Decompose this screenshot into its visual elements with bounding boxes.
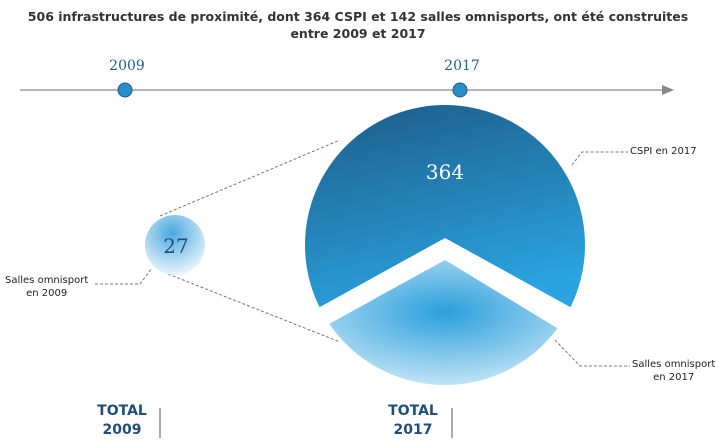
- connectors: [95, 139, 630, 367]
- cspi-segment: [305, 105, 585, 318]
- cspi-label: CSPI en 2017: [630, 145, 697, 158]
- timeline-arrow: [662, 85, 674, 95]
- salles-segment: [305, 260, 585, 385]
- year-label: 2017: [444, 58, 480, 74]
- text-line: TOTAL: [388, 403, 438, 419]
- text-line: en 2009: [26, 288, 68, 299]
- timeline-dot: [452, 82, 468, 98]
- small-label: Salles omnisport en 2009: [5, 274, 88, 300]
- small-value: 27: [163, 234, 189, 258]
- text-line: 2009: [102, 422, 142, 438]
- total-label: TOTAL 2009: [82, 402, 162, 440]
- text-line: en 2017: [653, 372, 695, 383]
- text-line: CSPI en 2017: [630, 146, 697, 157]
- large-value: 364: [425, 160, 465, 184]
- timeline-dot: [117, 82, 133, 98]
- text-line: Salles omnisport: [632, 359, 716, 370]
- title: 506 infrastructures de proximité, dont 3…: [27, 9, 689, 41]
- text-line: TOTAL: [97, 403, 147, 419]
- salles-label: Salles omnisport en 2017: [632, 358, 715, 384]
- year-label: 2009: [109, 58, 145, 74]
- small-bubble: [145, 215, 205, 275]
- total-label: TOTAL 2017: [373, 402, 453, 440]
- text-line: 2017: [393, 422, 433, 438]
- text-line: Salles omnisport: [5, 275, 89, 286]
